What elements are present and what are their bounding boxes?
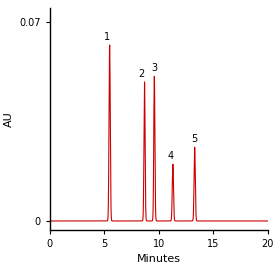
Y-axis label: AU: AU — [4, 111, 14, 127]
Text: 4: 4 — [168, 151, 174, 161]
Text: 2: 2 — [139, 69, 145, 79]
Text: 5: 5 — [191, 134, 197, 144]
Text: 1: 1 — [104, 32, 110, 42]
Text: 3: 3 — [151, 63, 157, 73]
X-axis label: Minutes: Minutes — [137, 254, 181, 264]
